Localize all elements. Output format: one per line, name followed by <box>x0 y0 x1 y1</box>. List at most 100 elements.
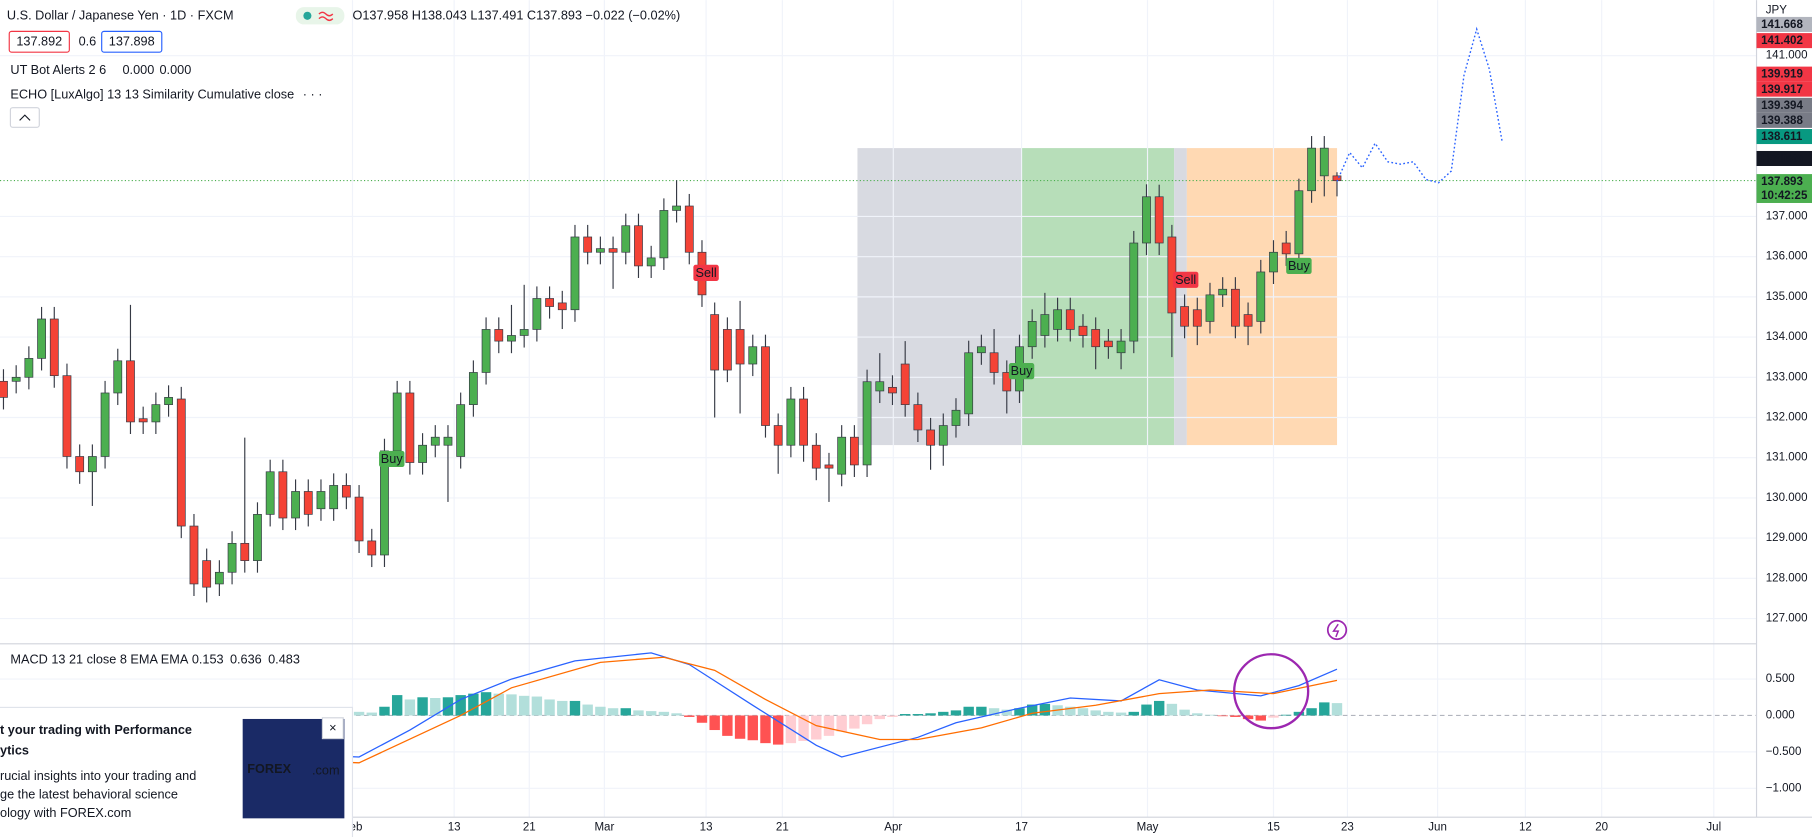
price-label: 139.919 <box>1761 69 1803 81</box>
bid-box[interactable] <box>8 30 70 53</box>
macd-hist-bar <box>1192 713 1203 716</box>
macd-hist-bar <box>1103 711 1114 716</box>
ut-value-2: 0.000 <box>159 62 191 77</box>
macd-hist-bar <box>823 715 835 736</box>
price-label: 138.611 <box>1761 131 1803 143</box>
macd-hist-bar <box>760 715 771 744</box>
candle-body <box>11 376 21 382</box>
ut-value-1: 0.000 <box>122 62 154 77</box>
macd-hist-bar <box>1141 704 1152 716</box>
event-bolt <box>1332 623 1340 638</box>
macd-hist-bar <box>811 715 822 740</box>
candle-body <box>811 444 821 469</box>
signal-label: Buy <box>381 451 404 466</box>
candle-body <box>176 398 186 527</box>
macd-hist-bar <box>658 711 670 716</box>
price-label: 141.402 <box>1761 35 1803 47</box>
candle-body <box>634 225 643 267</box>
popup-text: rucial insights into your trading and <box>0 768 196 783</box>
macd-tick-label: 0.500 <box>1766 673 1795 685</box>
candle-body <box>710 314 720 371</box>
macd-hist-bar <box>861 715 873 725</box>
macd-line <box>3 656 1338 764</box>
candle-body <box>545 298 554 307</box>
candle-body <box>557 302 567 311</box>
macd-hist-bar <box>518 695 530 716</box>
ohlc: O137.958 H138.043 L137.491 C137.893 −0.0… <box>352 8 680 23</box>
candle-body <box>672 205 681 211</box>
candle-body <box>494 329 504 342</box>
macd-hist-bar <box>684 715 695 717</box>
price-label: 139.394 <box>1761 100 1803 112</box>
candle-body <box>253 514 262 561</box>
signal-label: Buy <box>1288 258 1311 273</box>
macd-hist-bar <box>633 710 644 716</box>
macd-hist-bar <box>1026 704 1038 716</box>
more-menu[interactable]: · · · <box>303 86 323 101</box>
candle-body <box>951 409 961 426</box>
x-tick-label: 21 <box>523 822 536 834</box>
status-pill[interactable] <box>295 7 345 25</box>
price-label: 139.917 <box>1761 84 1803 96</box>
candle-body <box>862 381 872 466</box>
x-tick-label: Jun <box>1428 822 1447 834</box>
candle-body <box>164 397 173 405</box>
popup-close[interactable]: × <box>329 720 336 735</box>
candle-body <box>87 456 97 473</box>
macd-hist-bar <box>620 708 631 716</box>
candle-body <box>646 257 656 267</box>
status-wave <box>318 11 334 22</box>
candle-body <box>621 225 631 253</box>
logo-text: FOREX <box>247 761 291 776</box>
macd-hist-bar <box>671 713 682 716</box>
bid: 137.892 <box>16 34 62 49</box>
event-icon[interactable] <box>1326 619 1348 641</box>
price-label-box <box>1756 187 1812 203</box>
popup-close-box[interactable] <box>321 717 344 740</box>
collapse-button[interactable] <box>9 107 40 128</box>
candle-body <box>354 496 364 542</box>
macd-hist-bar <box>772 715 784 745</box>
candle-body <box>1053 309 1062 330</box>
x-tick-label: 13 <box>448 822 461 834</box>
candle-body <box>786 398 796 446</box>
candle-body <box>227 542 237 573</box>
candle-body <box>1040 314 1050 336</box>
macd-hist-bar <box>1331 703 1343 716</box>
price-label: 10:42:25 <box>1761 190 1808 202</box>
macd-hist-bar <box>1217 715 1228 717</box>
macd-hist-bar <box>353 711 365 716</box>
macd-hist-bar <box>1204 714 1216 716</box>
candle-body <box>405 392 415 463</box>
candle-body <box>570 236 580 311</box>
candle-body <box>62 375 72 457</box>
macd-value: 0.636 <box>230 651 262 666</box>
candle-body <box>989 352 999 373</box>
candle-body <box>24 358 34 378</box>
macd-hist-bar <box>1014 708 1025 716</box>
candle-body <box>507 335 516 342</box>
macd-hist-bar <box>874 715 885 720</box>
macd-hist-bar <box>696 715 708 723</box>
popup-title: ytics <box>0 743 29 758</box>
candle-body <box>849 436 859 466</box>
popup: t your trading with Performance ytics ru… <box>0 706 354 837</box>
macd-hist-bar <box>1039 703 1051 716</box>
candle-body <box>1154 196 1164 244</box>
currency[interactable]: JPY <box>1766 5 1787 17</box>
candle-body <box>1078 325 1088 336</box>
candle-body <box>1307 147 1316 192</box>
macd-hist-bar <box>1255 715 1266 721</box>
y-tick-label: 129.000 <box>1766 532 1808 544</box>
macd-hist-bar <box>379 706 390 716</box>
ask-box[interactable] <box>101 30 163 53</box>
echo-projection <box>1336 26 1503 184</box>
macd-hist-bar <box>480 692 492 716</box>
x-tick-label: Jul <box>1706 822 1721 834</box>
x-tick-label: 21 <box>776 822 789 834</box>
candle-body <box>583 236 593 253</box>
macd-hist-bar <box>1319 702 1330 716</box>
candle-body <box>1091 329 1101 348</box>
macd-hist-bar <box>1293 711 1305 716</box>
candle-body <box>1269 251 1278 273</box>
